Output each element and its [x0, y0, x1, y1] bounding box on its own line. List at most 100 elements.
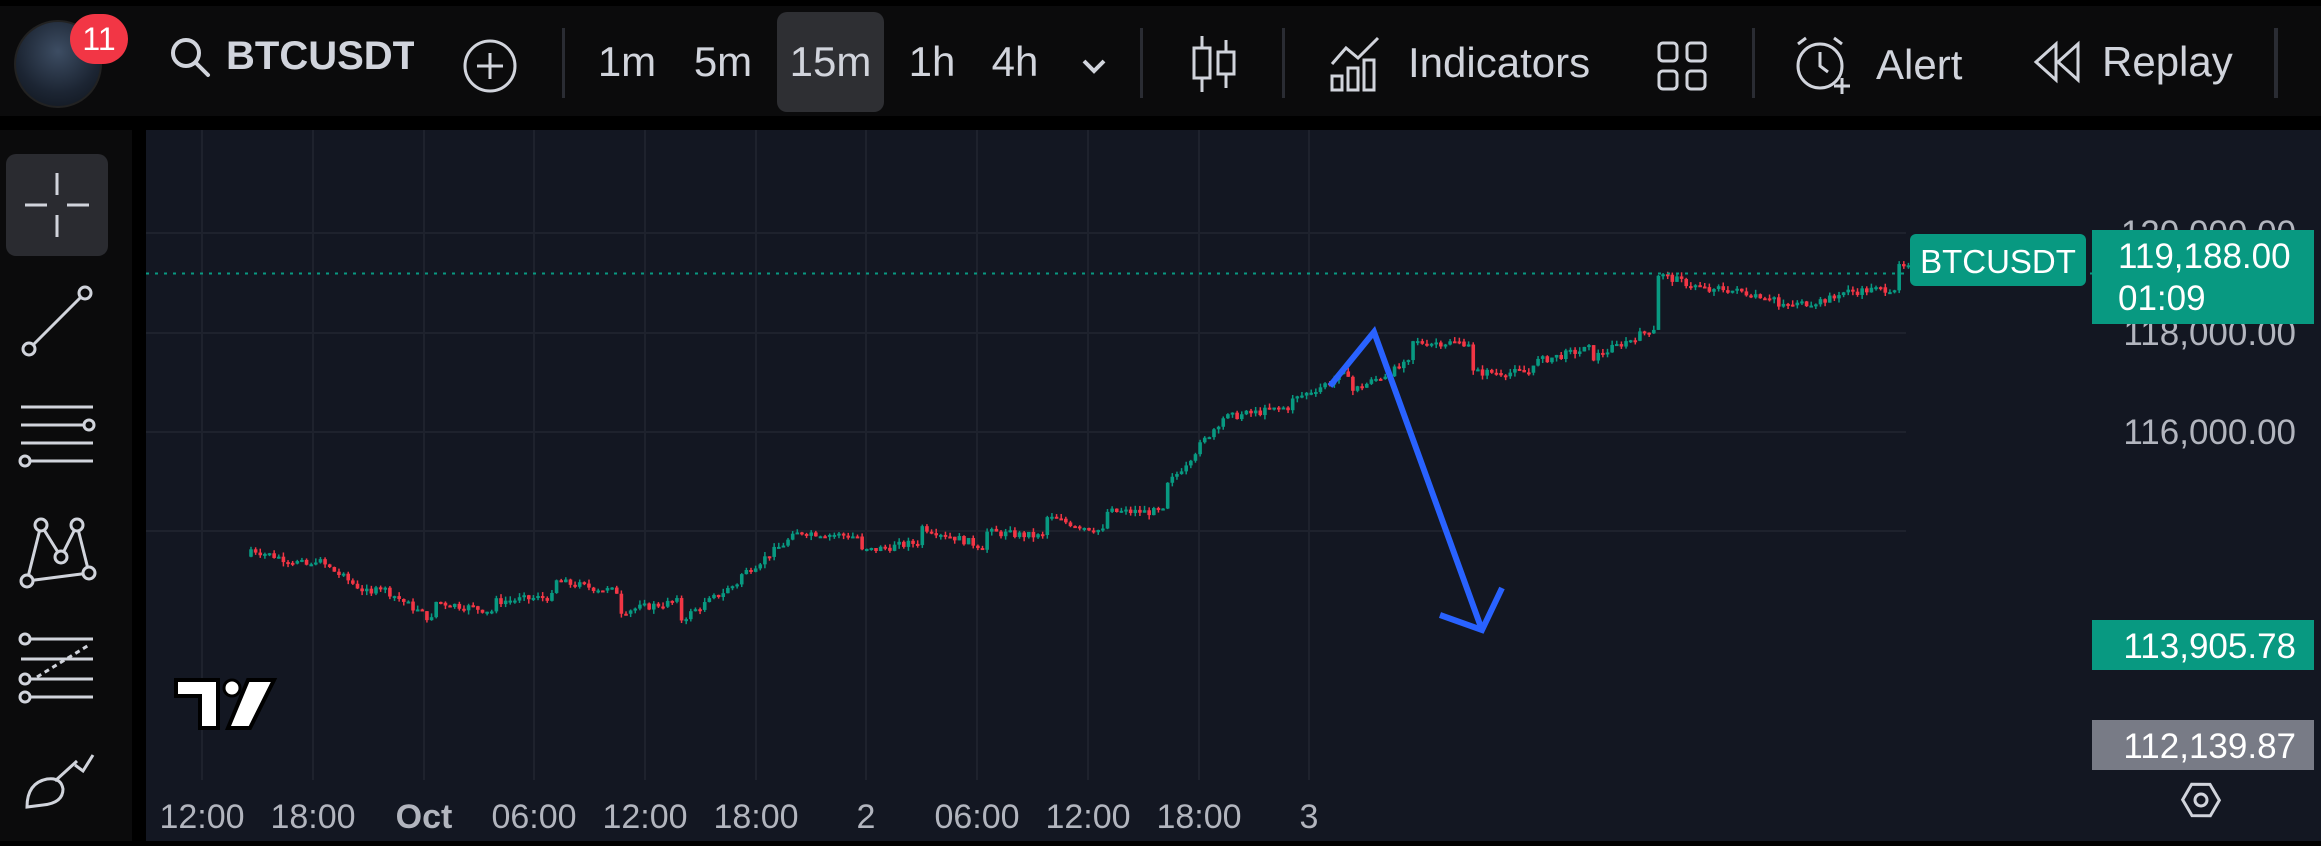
layouts-button[interactable] [1656, 40, 1708, 97]
candle-body [304, 559, 309, 565]
candle-body [1582, 346, 1587, 352]
candle-body [962, 536, 966, 545]
indicators-icon [1330, 36, 1380, 92]
candle-body [906, 540, 911, 547]
tradingview-logo[interactable] [174, 678, 278, 730]
indicators-button[interactable]: Indicators [1328, 34, 1590, 92]
candle-body [1193, 454, 1198, 461]
candle-body [1008, 530, 1013, 533]
candle-body [1536, 358, 1540, 366]
candle-body [1860, 288, 1864, 295]
chart-settings-icon[interactable] [2178, 776, 2224, 823]
candle-body [1517, 368, 1522, 371]
candle-body [1642, 331, 1647, 334]
drawn-arrow[interactable] [1327, 326, 1505, 634]
candle-body [1466, 344, 1471, 347]
candle-body [661, 606, 665, 609]
x-tick-label: 18:00 [1156, 798, 1241, 836]
alert-label: Alert [1876, 41, 1963, 88]
timeframe-1h[interactable]: 1h [908, 38, 956, 85]
candle-body [1235, 412, 1239, 420]
candle-body [892, 544, 897, 551]
candle-body [1689, 286, 1693, 289]
candle-body [1045, 517, 1050, 536]
candle-body [651, 603, 656, 610]
chart-type-button[interactable] [1190, 34, 1238, 99]
candle-body [1814, 304, 1818, 307]
candle-body [503, 600, 508, 605]
candle-body [948, 536, 952, 539]
symbol-label: BTCUSDT [226, 34, 414, 78]
candle-body [1309, 392, 1314, 395]
candle-body [1902, 264, 1906, 267]
notification-badge: 11 [70, 14, 128, 64]
candle-body [1091, 530, 1096, 533]
candle-body [397, 596, 401, 600]
candle-body [1355, 386, 1360, 391]
alert-button[interactable]: Alert [1792, 34, 1962, 96]
horizontal-lines-tool[interactable] [6, 384, 108, 486]
candle-body [1513, 368, 1517, 373]
timeframe-5m[interactable]: 5m [693, 38, 753, 85]
candle-body [1277, 407, 1281, 410]
candle-body [1892, 290, 1897, 293]
candle-body [1068, 522, 1073, 527]
candle-body [1212, 429, 1216, 438]
price-chart[interactable]: 120,000.00 118,000.00 116,000.00 12:00 1… [146, 130, 2321, 841]
candle-body [1096, 530, 1101, 533]
candle-body [1369, 379, 1374, 384]
brush-tool[interactable] [6, 730, 108, 832]
candle-body [869, 547, 874, 550]
add-symbol-button[interactable] [462, 38, 518, 99]
candle-body [1457, 341, 1462, 344]
pattern-icon [19, 517, 97, 589]
candle-body [1749, 295, 1753, 298]
candle-body [536, 596, 540, 599]
candle-body [406, 601, 411, 604]
candle-body [295, 561, 300, 564]
pattern-tool[interactable] [6, 500, 108, 602]
candle-body [855, 536, 860, 539]
candle-body [1295, 396, 1300, 399]
candle-body [827, 534, 832, 537]
candle-body [1568, 349, 1573, 352]
candle-body [1735, 288, 1739, 291]
y-tick-label: 116,000.00 [2123, 413, 2296, 452]
candle-body [638, 604, 642, 609]
candle-body [1397, 366, 1401, 369]
candle-body [1772, 297, 1776, 300]
timeframe-4h[interactable]: 4h [991, 38, 1039, 85]
candle-body [1378, 378, 1383, 381]
symbol-search[interactable]: BTCUSDT [168, 34, 414, 79]
timeframe-1m[interactable]: 1m [597, 38, 657, 85]
candle-body [452, 603, 457, 608]
candle-body [1253, 410, 1258, 414]
replay-label: Replay [2102, 38, 2233, 85]
candle-body [601, 590, 605, 593]
timeframe-dropdown[interactable] [1074, 46, 1114, 91]
candle-body [526, 595, 531, 600]
fib-tool[interactable] [6, 616, 108, 718]
candle-body [1184, 465, 1189, 472]
candle-body [744, 569, 749, 575]
candle-body [318, 559, 323, 563]
candle-body [1300, 395, 1304, 398]
candle-body [665, 600, 670, 607]
candle-body [1790, 304, 1795, 307]
candle-body [1832, 295, 1837, 299]
chart-pane[interactable]: 120,000.00 118,000.00 116,000.00 12:00 1… [146, 130, 2321, 841]
crosshair-tool[interactable] [6, 154, 108, 256]
replay-button[interactable]: Replay [2032, 34, 2233, 90]
candle-body [966, 538, 971, 545]
candle-body [323, 559, 327, 565]
candle-body [1823, 299, 1827, 303]
trend-line-tool[interactable] [6, 270, 108, 372]
candle-body [531, 597, 536, 600]
candle-body [1610, 344, 1614, 353]
candle-body [439, 601, 443, 604]
candle-body [1198, 442, 1202, 455]
timeframe-15m[interactable]: 15m [777, 12, 884, 112]
candle-body [790, 533, 795, 540]
candle-body [327, 564, 332, 568]
candle-body [1040, 534, 1045, 537]
